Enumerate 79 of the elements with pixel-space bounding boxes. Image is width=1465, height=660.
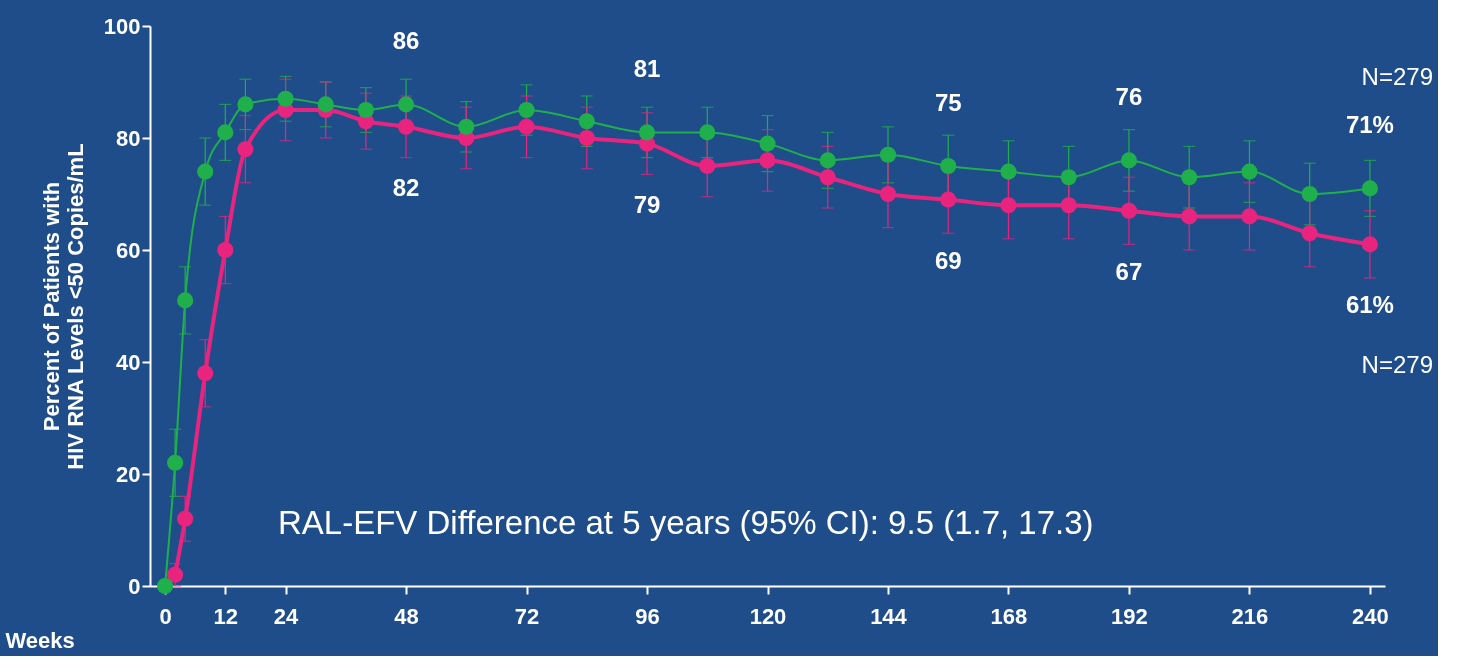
point (1361, 180, 1378, 197)
annotation: N=279 (1361, 351, 1433, 378)
point (578, 129, 595, 147)
annotation: 82 (392, 173, 420, 201)
point (940, 191, 957, 208)
x-tick-label: 24 (273, 603, 300, 629)
annotation: N=279 (1361, 63, 1433, 90)
y-tick-label: 20 (116, 461, 141, 487)
x-tick-label: 0 (159, 603, 172, 629)
annotation: 76 (1115, 83, 1143, 111)
annotation: 67 (1115, 257, 1143, 285)
x-tick-label: 240 (1352, 603, 1389, 629)
point (217, 124, 234, 141)
annotation: 69 (934, 246, 962, 274)
point (819, 152, 836, 169)
point (317, 96, 334, 113)
annotation: 79 (633, 190, 661, 218)
point (1000, 197, 1017, 214)
point (1301, 225, 1318, 242)
point (879, 185, 897, 203)
annotation: 81 (633, 55, 661, 83)
point (157, 577, 174, 595)
point (819, 169, 836, 186)
x-tick-label: 168 (990, 603, 1028, 629)
point (397, 118, 415, 135)
point (1000, 163, 1017, 180)
y-tick-label: 60 (116, 237, 141, 263)
annotation: RAL-EFV Difference at 5 years (95% CI): 9.5 (1.7, 17.3) (278, 504, 1094, 541)
point (879, 146, 897, 163)
annotation: 75 (934, 89, 962, 116)
point (518, 118, 535, 135)
point (1181, 208, 1198, 225)
point (458, 118, 475, 135)
x-axis-title: Weeks (5, 627, 75, 653)
point (397, 96, 415, 113)
point (237, 141, 254, 158)
y-tick-label: 80 (116, 125, 141, 151)
x-tick-label: 144 (870, 603, 908, 629)
x-tick-label: 96 (635, 603, 660, 629)
point (759, 152, 776, 169)
point (1361, 236, 1378, 253)
point (699, 124, 716, 141)
y-tick-label: 0 (128, 573, 141, 599)
point (167, 454, 184, 471)
point (940, 157, 957, 175)
point (197, 365, 214, 382)
x-tick-label: 120 (749, 603, 787, 629)
point (1060, 197, 1077, 214)
point (638, 124, 656, 141)
x-tick-label: 192 (1111, 603, 1148, 629)
x-tick-label: 12 (213, 603, 239, 629)
y-axis-title: Percent of Patients with HIV RNA Levels <50 Copies/mL (38, 143, 88, 470)
point (1120, 152, 1138, 169)
y-tick-label: 100 (103, 13, 141, 39)
point (217, 241, 234, 259)
point (277, 90, 294, 107)
point (167, 566, 184, 583)
annotation: 86 (392, 27, 420, 55)
y-tick-label: 40 (116, 349, 141, 375)
point (518, 101, 535, 119)
point (1301, 185, 1318, 203)
annotation: 71% (1345, 111, 1394, 139)
x-tick-label: 48 (394, 603, 419, 629)
point (1181, 169, 1198, 186)
point (177, 292, 194, 309)
point (1241, 163, 1258, 180)
point (1060, 169, 1077, 186)
point (197, 163, 214, 180)
point (177, 510, 194, 527)
point (1241, 208, 1258, 225)
annotation: 61% (1345, 291, 1394, 319)
x-tick-label: 216 (1231, 603, 1269, 629)
point (578, 113, 595, 130)
point (237, 96, 254, 113)
point (1120, 202, 1138, 219)
point (357, 101, 374, 119)
x-tick-label: 72 (514, 603, 540, 629)
point (699, 157, 716, 175)
point (759, 135, 776, 152)
